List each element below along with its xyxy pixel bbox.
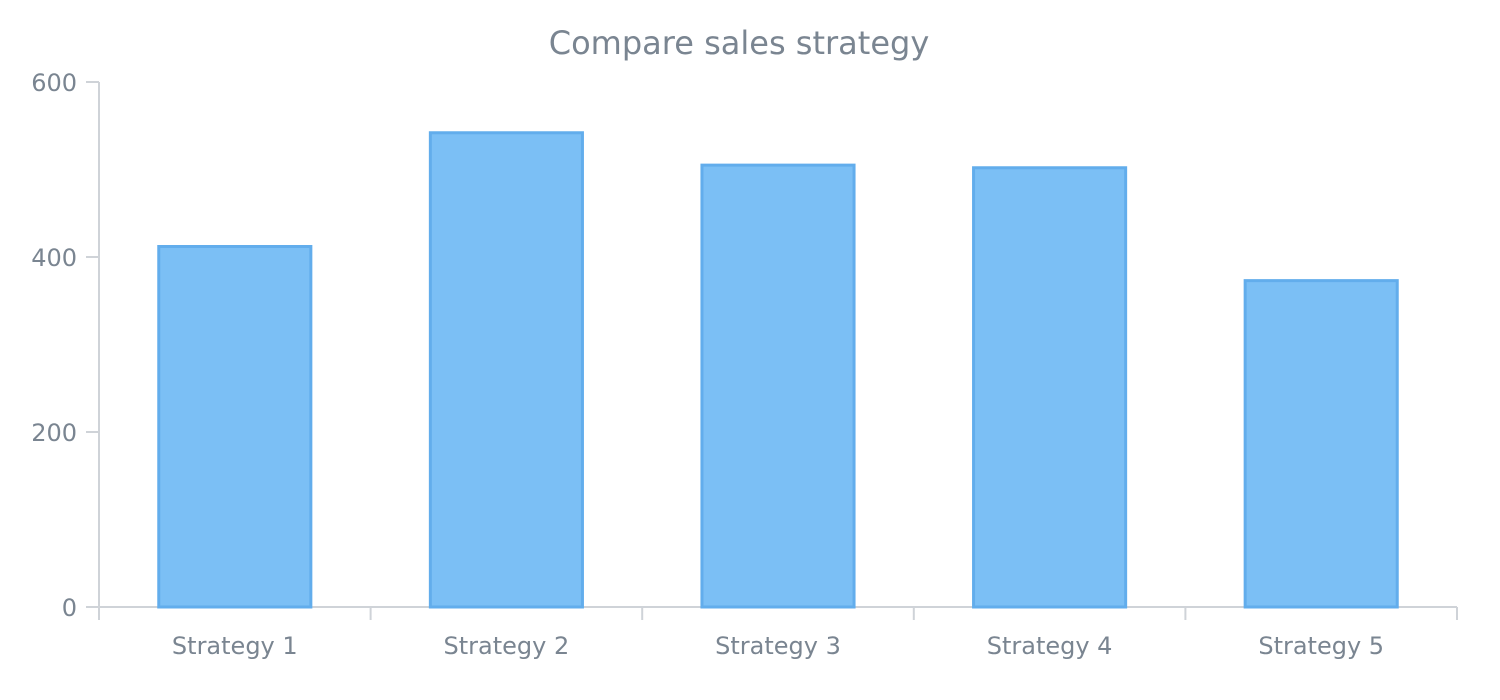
chart-title: Compare sales strategy: [549, 24, 930, 62]
bar[interactable]: [700, 163, 856, 609]
y-tick-label: 400: [31, 244, 77, 272]
bar[interactable]: [972, 166, 1128, 609]
bar[interactable]: [428, 131, 584, 609]
bar-series: [157, 131, 1399, 609]
y-tick-label: 200: [31, 419, 77, 447]
bar[interactable]: [157, 245, 313, 609]
y-axis: 0 200 400 600: [31, 69, 100, 622]
x-axis: Strategy 1 Strategy 2 Strategy 3 Strategy 4…: [98, 606, 1458, 660]
x-tick-label: Strategy 1: [172, 632, 298, 660]
x-tick-label: Strategy 2: [444, 632, 570, 660]
y-tick-label: 0: [62, 594, 77, 622]
x-tick-label: Strategy 4: [987, 632, 1113, 660]
x-tick-label: Strategy 5: [1258, 632, 1384, 660]
x-tick-label: Strategy 3: [715, 632, 841, 660]
bar[interactable]: [1243, 279, 1399, 609]
y-tick-label: 600: [31, 69, 77, 97]
